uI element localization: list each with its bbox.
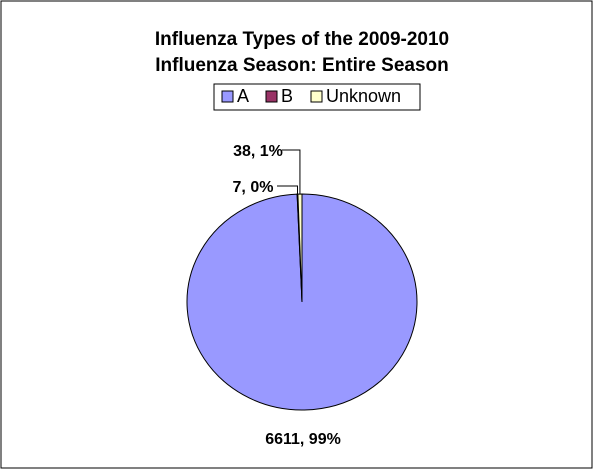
- legend-label: Unknown: [326, 86, 401, 106]
- data-label: 6611, 99%: [265, 431, 341, 448]
- leader-line: [282, 149, 301, 195]
- chart-title: Influenza Season: Entire Season: [155, 55, 449, 76]
- data-label: 7, 0%: [233, 179, 274, 196]
- data-label: 38, 1%: [233, 143, 283, 160]
- legend-label: A: [237, 86, 249, 106]
- leader-line: [277, 185, 298, 195]
- legend-swatch: [221, 90, 234, 103]
- legend-swatch: [310, 90, 323, 103]
- legend-swatch: [265, 90, 278, 103]
- legend-label: B: [281, 86, 293, 106]
- chart-title: Influenza Types of the 2009-2010: [155, 29, 449, 50]
